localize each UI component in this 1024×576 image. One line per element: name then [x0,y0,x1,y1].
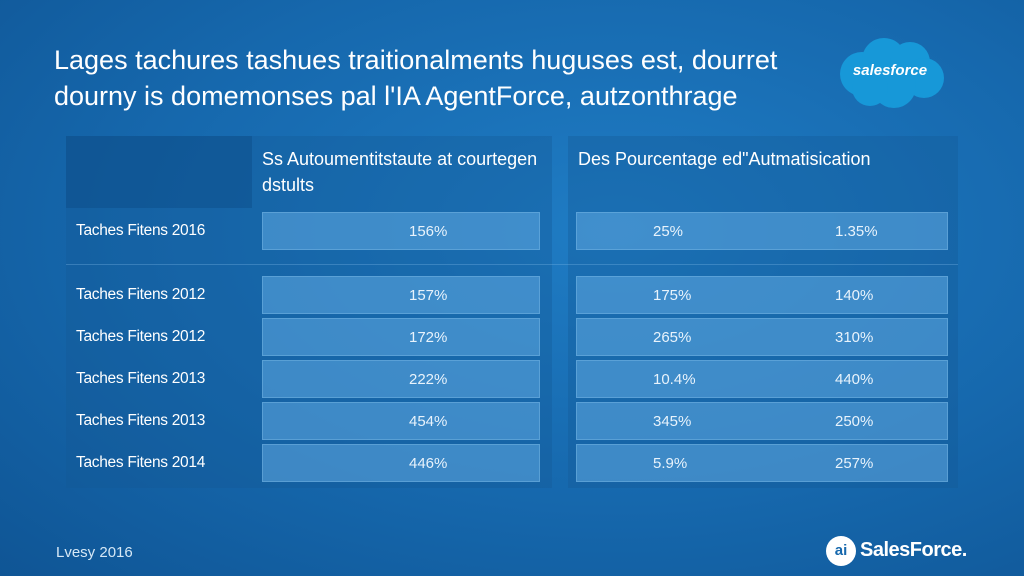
cell-value: 140% [835,287,874,304]
cell-value: 454% [409,413,448,430]
cell-column-1: 156% [262,212,540,250]
cloud-icon [840,38,944,108]
footer-brand: ai SalesForce. [826,534,976,568]
cell-value: 257% [835,455,874,472]
cell-value: 265% [653,329,692,346]
cell-value: 222% [409,371,448,388]
cell-column-2: 265% 310% [576,318,948,356]
brand-name: SalesForce. [860,539,967,561]
cell-value: 10.4% [653,371,696,388]
cell-column-1: 454% [262,402,540,440]
cell-value: 310% [835,329,874,346]
title-line-1: Lages tachures tashues traitionalments h… [54,45,778,75]
column-header-1: Ss Autoumentitstaute at courtegen dstult… [262,149,538,195]
cell-value: 446% [409,455,448,472]
cell-value: 156% [409,223,448,240]
row-label: Taches Fitens 2012 [76,328,206,345]
cell-column-1: 222% [262,360,540,398]
cell-column-2: 5.9% 257% [576,444,948,482]
footer-date: Lvesy 2016 [56,544,133,561]
row-label: Taches Fitens 2013 [76,412,206,429]
cell-column-1: 157% [262,276,540,314]
cell-value: 25% [653,223,684,240]
cell-column-2: 345% 250% [576,402,948,440]
cell-column-2: 25% 1.35% [576,212,948,250]
row-label: Taches Fitens 2016 [76,222,206,239]
salesforce-cloud-logo: salesforce [834,36,946,110]
title-line-2: dourny is domemonses pal l'IA AgentForce… [54,81,738,111]
column-header-2: Des Pourcentage ed"Autmatisication [578,149,871,169]
page-title: Lages tachures tashues traitionalments h… [54,42,824,114]
cell-value: 172% [409,329,448,346]
cell-value: 1.35% [835,223,878,240]
row-label: Taches Fitens 2014 [76,454,206,471]
brand-mark-text: ai [834,542,848,559]
cell-value: 5.9% [653,455,688,472]
row-label: Taches Fitens 2012 [76,286,206,303]
cell-column-1: 172% [262,318,540,356]
cell-value: 440% [835,371,874,388]
brand-mark-icon: ai [826,536,856,566]
header-corner-cell [66,136,252,208]
cell-value: 175% [653,287,692,304]
cell-value: 157% [409,287,448,304]
cell-value: 345% [653,413,692,430]
cell-column-1: 446% [262,444,540,482]
logo-wordmark: salesforce [852,62,928,79]
row-label: Taches Fitens 2013 [76,370,206,387]
row-divider [66,264,958,265]
cell-value: 250% [835,413,874,430]
cell-column-2: 10.4% 440% [576,360,948,398]
cell-column-2: 175% 140% [576,276,948,314]
